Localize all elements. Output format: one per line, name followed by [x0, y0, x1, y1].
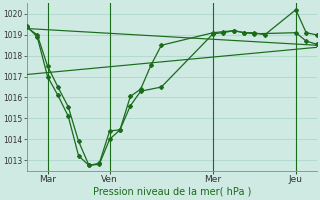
X-axis label: Pression niveau de la mer( hPa ): Pression niveau de la mer( hPa )	[92, 187, 251, 197]
